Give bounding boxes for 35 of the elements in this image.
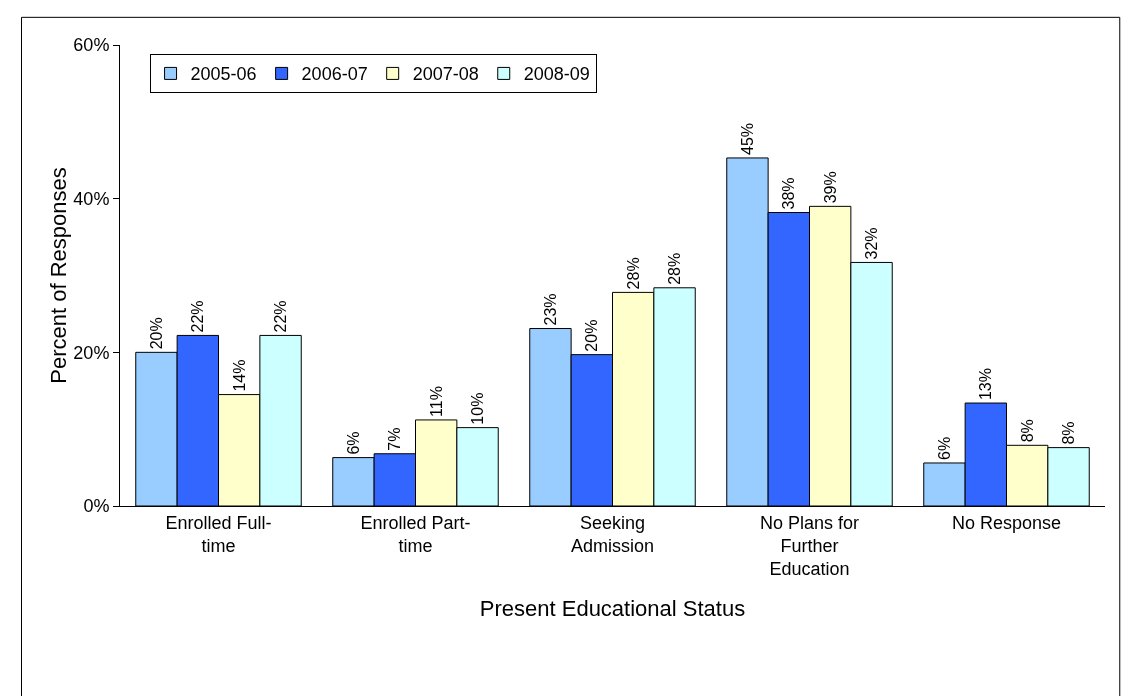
data-label: 20%: [583, 319, 601, 352]
x-tick-label: Enrolled Part-time: [360, 512, 471, 556]
data-label: 28%: [666, 252, 684, 285]
legend-label: 2008-09: [523, 64, 590, 85]
data-label: 20%: [147, 317, 165, 350]
x-axis-title: Present Educational Status: [479, 596, 746, 622]
data-label: 14%: [230, 359, 248, 392]
data-label: 10%: [469, 392, 487, 425]
data-label: 22%: [272, 300, 290, 333]
data-label: 45%: [738, 122, 756, 155]
x-tick-label: No Plans for Further Education: [759, 512, 860, 580]
data-label: 6%: [935, 436, 953, 460]
y-tick-label: 0%: [83, 496, 110, 517]
data-label: 7%: [386, 427, 404, 451]
legend-label: 2005-06: [190, 64, 257, 85]
data-label: 28%: [624, 257, 642, 290]
x-tick-label: Seeking Admission: [570, 512, 655, 556]
data-label: 38%: [780, 177, 798, 210]
data-label: 8%: [1018, 419, 1036, 443]
data-label: 23%: [541, 293, 559, 326]
y-axis-title: Percent of Responses: [46, 167, 71, 384]
y-tick-label: 60%: [73, 35, 110, 56]
y-tick-label: 20%: [73, 342, 110, 363]
data-label: 39%: [821, 171, 839, 204]
data-label: 22%: [189, 300, 207, 333]
data-label: 32%: [863, 227, 881, 260]
data-label: 13%: [977, 368, 995, 401]
x-tick-label: Enrolled Full-time: [165, 512, 272, 556]
legend-label: 2007-08: [412, 64, 479, 85]
legend-label: 2006-07: [301, 64, 368, 85]
x-tick-label: No Response: [951, 512, 1062, 533]
data-label: 6%: [344, 431, 362, 455]
data-label: 8%: [1060, 421, 1078, 445]
data-label: 11%: [427, 386, 445, 417]
y-tick-label: 40%: [73, 188, 110, 209]
